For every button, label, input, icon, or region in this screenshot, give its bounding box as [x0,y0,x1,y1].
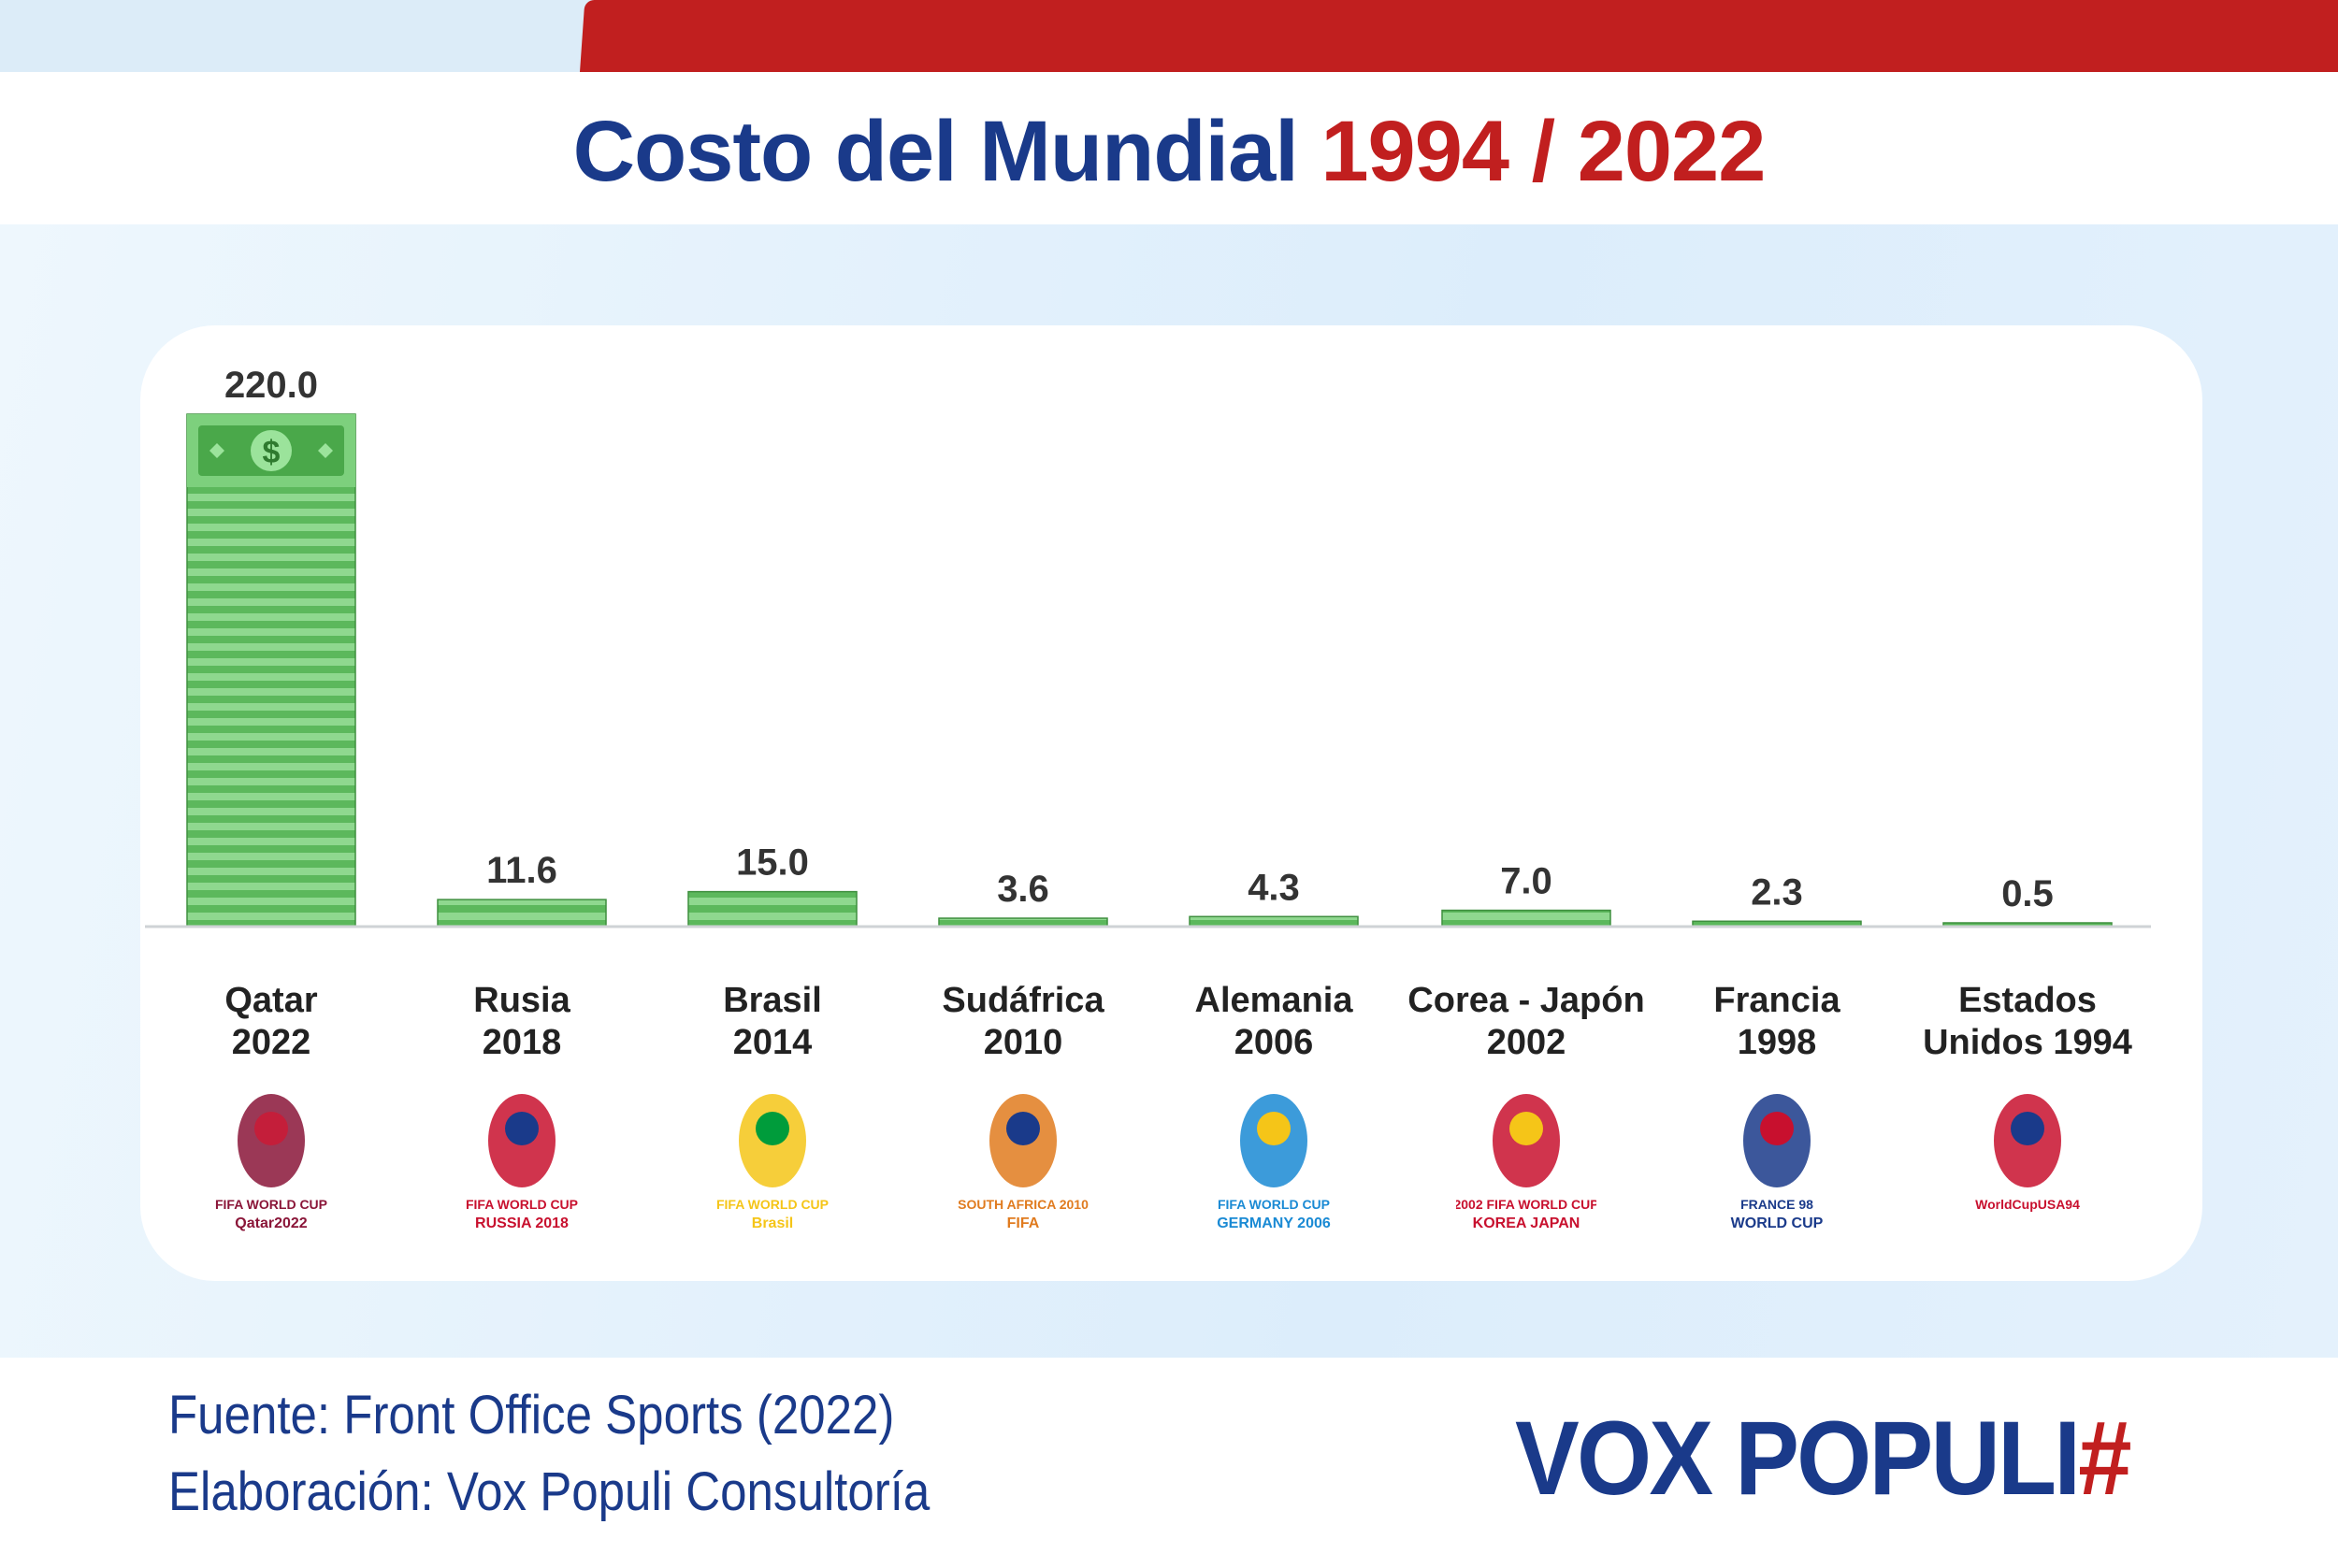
category-label-qatar: Qatar 2022 [136,980,407,1064]
value-label-francia: 2.3 [1751,871,1803,913]
value-label-alemania: 4.3 [1248,867,1300,908]
logo-text: FIFA WORLD CUP [215,1197,327,1212]
bar-corea-jap-n [1441,909,1611,928]
fifa-world-cup-germany-2006-logo: FIFA WORLD CUP GERMANY 2006 [1217,1094,1331,1231]
category-label-francia: Francia 1998 [1641,980,1912,1064]
page-title: Costo del Mundial 1994 / 2022 [0,103,2338,215]
logo-text: WorldCupUSA94 [1975,1197,2080,1212]
dollar-bill-icon: $ [187,414,355,487]
logo-text: Qatar2022 [235,1216,307,1231]
category-label-rusia: Rusia 2018 [386,980,657,1064]
category-label-line: Alemania [1194,981,1353,1020]
bar-brasil [687,890,858,928]
bar-qatar [186,413,356,928]
category-label-line: Unidos 1994 [1923,1023,2132,1062]
category-label-line: 2022 [231,1023,311,1062]
top-decorative-band [0,0,2338,72]
fifa-world-cup-brasil-2014-logo: FIFA WORLD CUP Brasil [716,1094,829,1231]
fifa-world-cup-south-africa-2010-logo: SOUTH AFRICA 2010 FIFA [958,1094,1089,1231]
category-label-line: 2006 [1234,1023,1314,1062]
value-label-estados: 0.5 [2001,873,2054,914]
footer [0,1358,2338,1568]
category-label-line: 2002 [1486,1023,1566,1062]
logo-text: Brasil [752,1216,793,1231]
category-label-line: Estados [1958,981,2097,1020]
logo-text: KOREA JAPAN [1473,1216,1580,1231]
category-label-line: Francia [1713,981,1840,1020]
category-label-line: Sudáfrica [942,981,1104,1020]
top-band-light [0,0,599,72]
value-label-qatar: 220.0 [224,365,318,406]
category-label-line: Brasil [723,981,822,1020]
value-label-brasil: 15.0 [736,842,809,884]
category-label-brasil: Brasil 2014 [637,980,908,1064]
fifa-world-cup-france-98-logo: FRANCE 98 WORLD CUP [1731,1094,1824,1231]
world-cup-usa-94-logo: WorldCupUSA94 [1975,1094,2080,1212]
source-note: Fuente: Front Office Sports (2022) [168,1385,895,1446]
chart-card [140,325,2202,1281]
brand-name: VOX POPULI [1515,1400,2081,1517]
category-label-line: 1998 [1737,1023,1817,1062]
category-label-sud-frica: Sudáfrica 2010 [888,980,1159,1064]
svg-text:$: $ [263,435,281,470]
credit-note: Elaboración: Vox Populi Consultoría [168,1461,931,1522]
bar-rusia [437,899,607,928]
value-label-rusia: 11.6 [486,850,557,891]
title-main: Costo del Mundial [572,104,1299,199]
logo-text: FIFA WORLD CUP [716,1197,829,1212]
bar-chart: $220.0 11.6 15.0 3.6 4.3 7.0 2.3 0.5 [145,365,2151,928]
logo-text: FIFA [1007,1216,1040,1231]
category-label-line: 2014 [732,1023,813,1062]
category-label-estados: Estados Unidos 1994 [1892,980,2163,1064]
logo-text: WORLD CUP [1731,1216,1824,1231]
category-label-line: 2010 [983,1023,1063,1062]
title-highlight: 1994 / 2022 [1321,104,1766,199]
value-label-corea-jap-n: 7.0 [1500,861,1552,902]
logo-text: 2002 FIFA WORLD CUP [1456,1197,1596,1212]
category-label-line: Qatar [224,981,318,1020]
category-label-line: Rusia [473,981,570,1020]
value-label-sud-frica: 3.6 [997,869,1049,910]
logo-text: FIFA WORLD CUP [1218,1197,1330,1212]
fifa-world-cup-qatar-2022-logo: FIFA WORLD CUP Qatar2022 [215,1094,327,1231]
category-label-line: 2018 [482,1023,562,1062]
category-label-alemania: Alemania 2006 [1138,980,1409,1064]
logo-text: SOUTH AFRICA 2010 [958,1197,1089,1212]
bar-alemania [1189,915,1359,928]
category-label-corea-jap-n: Corea - Japón 2002 [1391,980,1662,1064]
category-label-line: Corea - Japón [1407,981,1645,1020]
logo-text: RUSSIA 2018 [475,1216,569,1231]
logo-text: FIFA WORLD CUP [466,1197,578,1212]
fifa-world-cup-korea-japan-2002-logo: 2002 FIFA WORLD CUP KOREA JAPAN [1456,1094,1596,1231]
fifa-world-cup-russia-2018-logo: FIFA WORLD CUP RUSSIA 2018 [466,1094,578,1231]
brand-hash-mark: # [2078,1400,2131,1517]
brand-logo: VOX POPULI# [1515,1398,2132,1518]
logo-text: GERMANY 2006 [1217,1216,1331,1231]
logo-text: FRANCE 98 [1740,1197,1813,1212]
